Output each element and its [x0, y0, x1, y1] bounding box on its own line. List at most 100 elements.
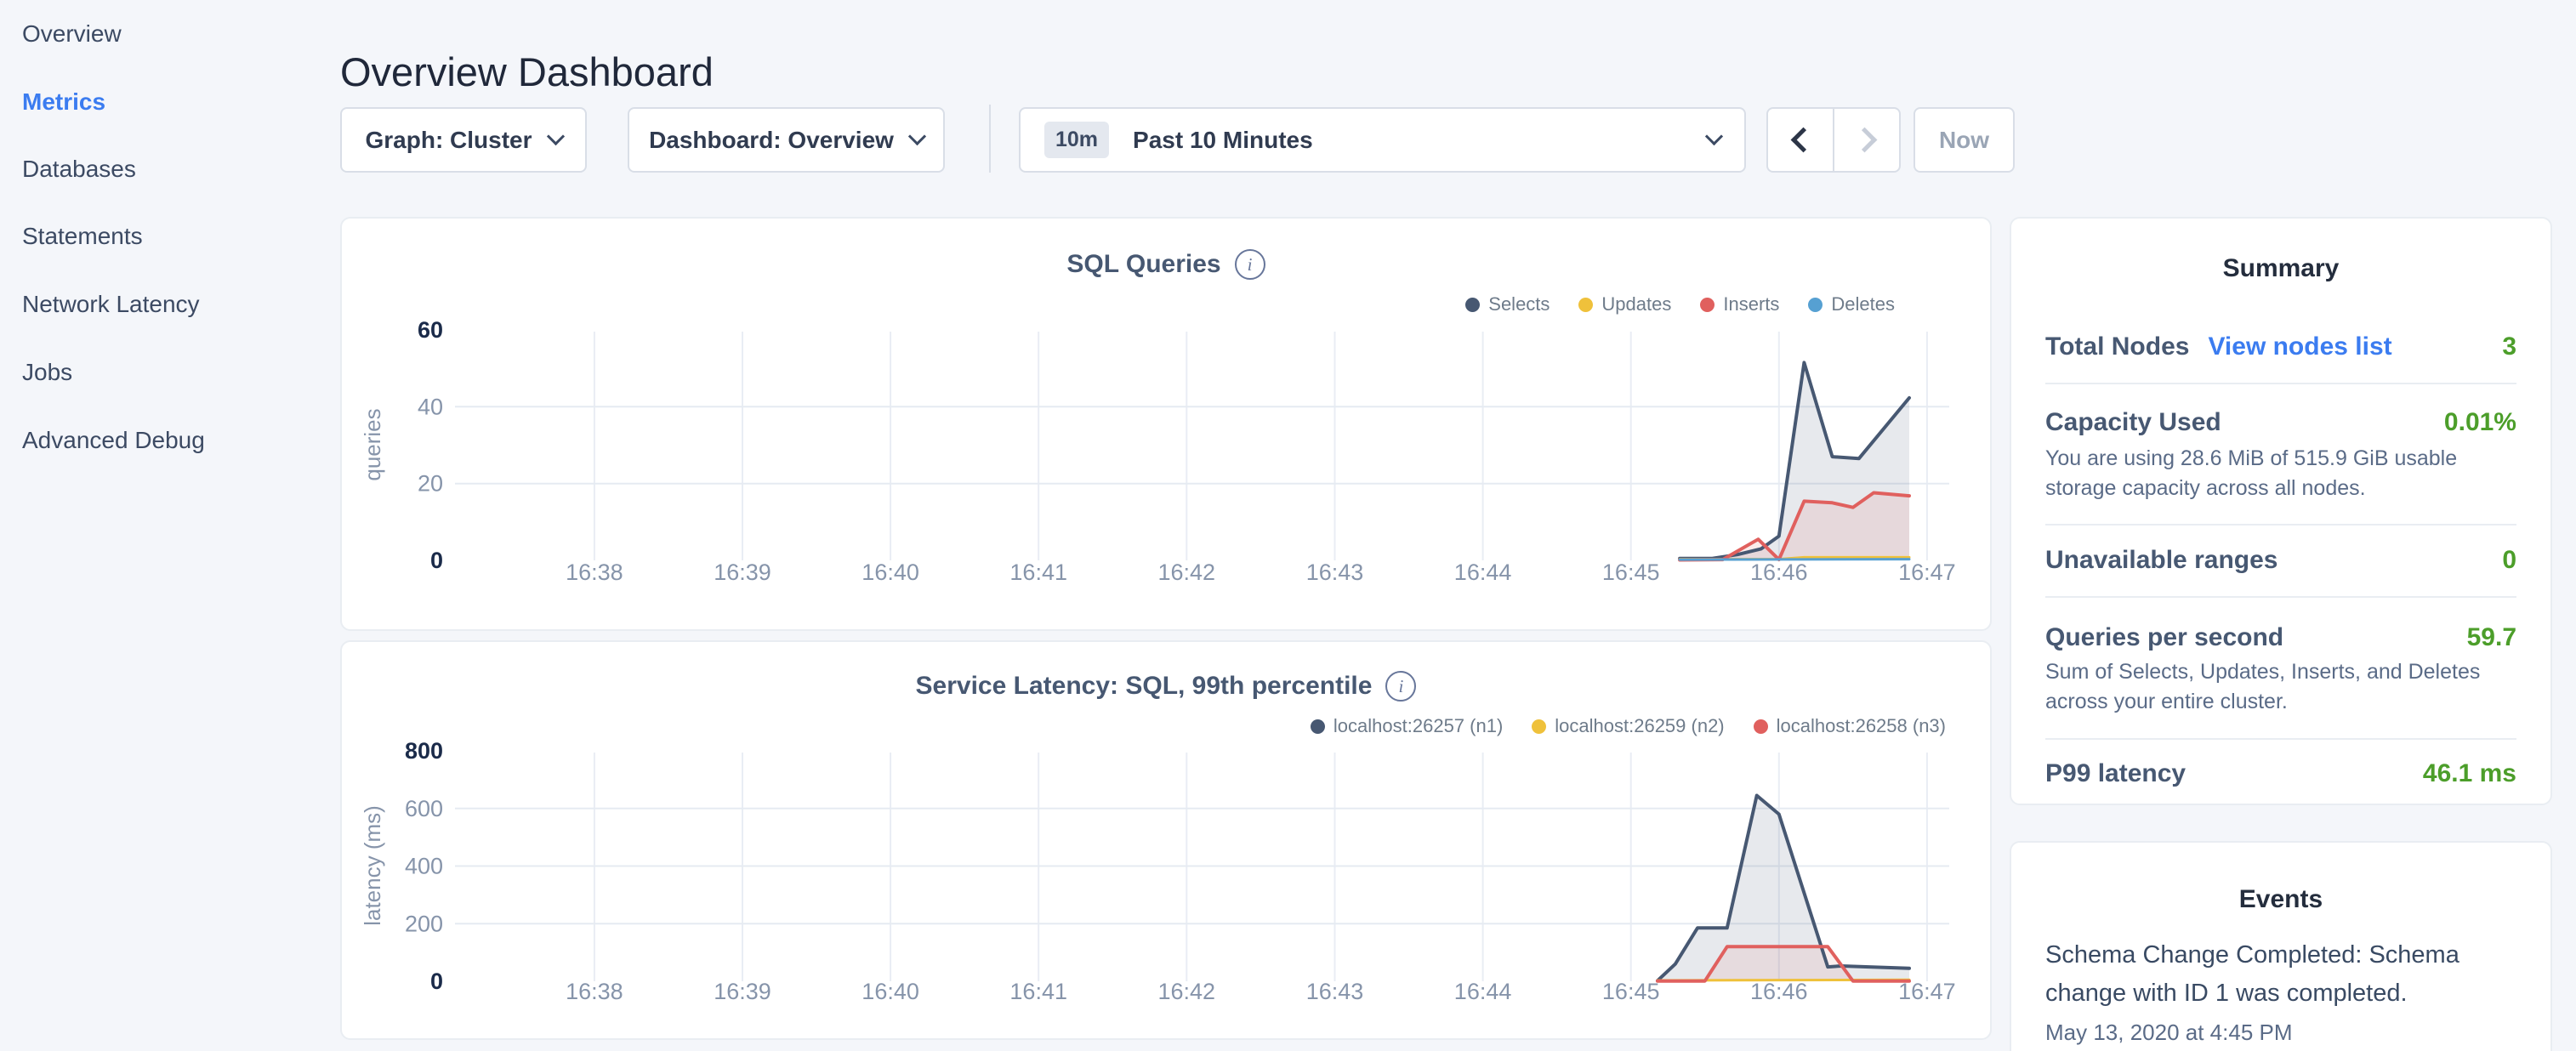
y-axis-tick-label: 40	[418, 394, 443, 419]
x-axis-tick-label: 16:43	[1306, 560, 1364, 585]
time-window-badge: 10m	[1044, 122, 1109, 158]
sidebar-item-network-latency[interactable]: Network Latency	[22, 289, 200, 320]
x-axis-tick-label: 16:38	[566, 560, 623, 585]
now-button[interactable]: Now	[1914, 107, 2015, 173]
chart-title: SQL Queries	[1066, 250, 1220, 279]
info-icon[interactable]: i	[1385, 671, 1416, 702]
summary-title: Summary	[2011, 254, 2550, 283]
event-item-text[interactable]: Schema Change Completed: Schema change w…	[2045, 936, 2516, 1013]
legend-label: localhost:26258 (n3)	[1777, 715, 1946, 737]
chevron-left-icon	[1790, 128, 1816, 153]
x-axis-tick-label: 16:44	[1454, 560, 1512, 585]
x-axis-tick-label: 16:47	[1898, 560, 1956, 585]
legend-item[interactable]: localhost:26259 (n2)	[1532, 715, 1724, 737]
graph-dropdown-label: Graph: Cluster	[365, 127, 532, 154]
summary-row-capacity: Capacity Used 0.01%	[2045, 406, 2516, 440]
sidebar-item-jobs[interactable]: Jobs	[22, 357, 72, 388]
capacity-used-label: Capacity Used	[2045, 408, 2221, 437]
y-axis-tick-label: 200	[405, 911, 443, 936]
toolbar-divider	[989, 105, 991, 173]
y-axis-tick-label: 600	[405, 796, 443, 821]
x-axis-tick-label: 16:39	[714, 560, 771, 585]
legend-dot-icon	[1465, 298, 1480, 312]
chevron-down-icon	[908, 128, 926, 145]
legend-item[interactable]: Selects	[1465, 293, 1550, 315]
y-axis-tick-label: 400	[405, 854, 443, 879]
x-axis-tick-label: 16:42	[1158, 560, 1216, 585]
legend-dot-icon	[1808, 298, 1823, 312]
view-nodes-list-link[interactable]: View nodes list	[2208, 332, 2391, 361]
legend-dot-icon	[1578, 298, 1593, 312]
summary-row-unavailable-ranges: Unavailable ranges 0	[2045, 543, 2516, 577]
total-nodes-label: Total Nodes	[2045, 332, 2189, 361]
legend-label: localhost:26257 (n1)	[1333, 715, 1503, 737]
events-title: Events	[2011, 885, 2550, 914]
legend-dot-icon	[1532, 719, 1546, 734]
qps-label: Queries per second	[2045, 623, 2283, 652]
x-axis-tick-label: 16:42	[1158, 979, 1216, 1004]
sidebar-item-databases[interactable]: Databases	[22, 154, 136, 185]
time-window-selector[interactable]: 10m Past 10 Minutes	[1019, 107, 1746, 173]
x-axis-tick-label: 16:40	[862, 560, 919, 585]
legend-item[interactable]: Updates	[1578, 293, 1671, 315]
service-latency-card: Service Latency: SQL, 99th percentile i …	[340, 640, 1992, 1040]
legend-label: Inserts	[1723, 293, 1779, 315]
sidebar-item-overview[interactable]: Overview	[22, 19, 122, 49]
chart-legend: localhost:26257 (n1) localhost:26259 (n2)…	[1311, 715, 1946, 737]
chevron-down-icon	[1705, 128, 1723, 145]
time-forward-button[interactable]	[1834, 109, 1899, 171]
x-axis-tick-label: 16:40	[862, 979, 919, 1004]
legend-dot-icon	[1700, 298, 1714, 312]
summary-divider	[2045, 524, 2516, 526]
qps-description: Sum of Selects, Updates, Inserts, and De…	[2045, 657, 2516, 717]
time-back-button[interactable]	[1768, 109, 1834, 171]
y-axis-tick-label: 800	[405, 738, 443, 764]
y-axis-tick-label: 0	[430, 548, 443, 573]
x-axis-tick-label: 16:46	[1750, 979, 1808, 1004]
summary-divider	[2045, 383, 2516, 384]
capacity-used-value: 0.01%	[2444, 408, 2516, 437]
summary-divider	[2045, 596, 2516, 598]
y-axis-tick-label: 20	[418, 471, 443, 497]
y-axis-tick-label: 60	[418, 317, 443, 343]
total-nodes-value: 3	[2502, 332, 2516, 361]
legend-dot-icon	[1754, 719, 1768, 734]
legend-item[interactable]: localhost:26257 (n1)	[1311, 715, 1503, 737]
summary-row-total-nodes: Total Nodes View nodes list 3	[2045, 330, 2516, 364]
dashboard-dropdown-label: Dashboard: Overview	[649, 127, 894, 154]
legend-label: Selects	[1488, 293, 1550, 315]
sidebar-item-metrics[interactable]: Metrics	[22, 87, 105, 117]
time-window-label: Past 10 Minutes	[1133, 127, 1313, 154]
sql-queries-card: SQL Queries i Selects Updates Inserts Delet…	[340, 217, 1992, 631]
y-axis-tick-label: 0	[430, 969, 443, 994]
chart-title-row: Service Latency: SQL, 99th percentile i	[342, 671, 1990, 702]
p99-latency-value: 46.1 ms	[2423, 759, 2516, 788]
x-axis-tick-label: 16:43	[1306, 979, 1364, 1004]
summary-row-p99-latency: P99 latency 46.1 ms	[2045, 757, 2516, 791]
y-axis-title: queries	[360, 408, 385, 480]
info-icon[interactable]: i	[1235, 249, 1265, 280]
x-axis-tick-label: 16:44	[1454, 979, 1512, 1004]
sidebar-item-advanced-debug[interactable]: Advanced Debug	[22, 425, 205, 456]
legend-item[interactable]: Deletes	[1808, 293, 1895, 315]
events-panel: Events Schema Change Completed: Schema c…	[2010, 841, 2552, 1051]
legend-item[interactable]: Inserts	[1700, 293, 1779, 315]
summary-panel: Summary Total Nodes View nodes list 3 Ca…	[2010, 217, 2552, 805]
legend-label: Updates	[1601, 293, 1671, 315]
y-axis-title: latency (ms)	[360, 805, 385, 926]
page-title: Overview Dashboard	[340, 48, 714, 95]
chart-legend: Selects Updates Inserts Deletes	[1465, 293, 1895, 315]
legend-item[interactable]: localhost:26258 (n3)	[1754, 715, 1946, 737]
legend-dot-icon	[1311, 719, 1325, 734]
chart-title: Service Latency: SQL, 99th percentile	[916, 672, 1373, 701]
sidebar-item-statements[interactable]: Statements	[22, 221, 143, 252]
unavailable-ranges-label: Unavailable ranges	[2045, 546, 2277, 575]
dashboard-dropdown[interactable]: Dashboard: Overview	[628, 107, 945, 173]
p99-latency-label: P99 latency	[2045, 759, 2186, 788]
x-axis-tick-label: 16:45	[1602, 560, 1660, 585]
capacity-used-description: You are using 28.6 MiB of 515.9 GiB usab…	[2045, 444, 2516, 503]
x-axis-tick-label: 16:39	[714, 979, 771, 1004]
graph-dropdown[interactable]: Graph: Cluster	[340, 107, 587, 173]
chevron-right-icon	[1851, 128, 1877, 153]
summary-row-qps: Queries per second 59.7	[2045, 621, 2516, 655]
